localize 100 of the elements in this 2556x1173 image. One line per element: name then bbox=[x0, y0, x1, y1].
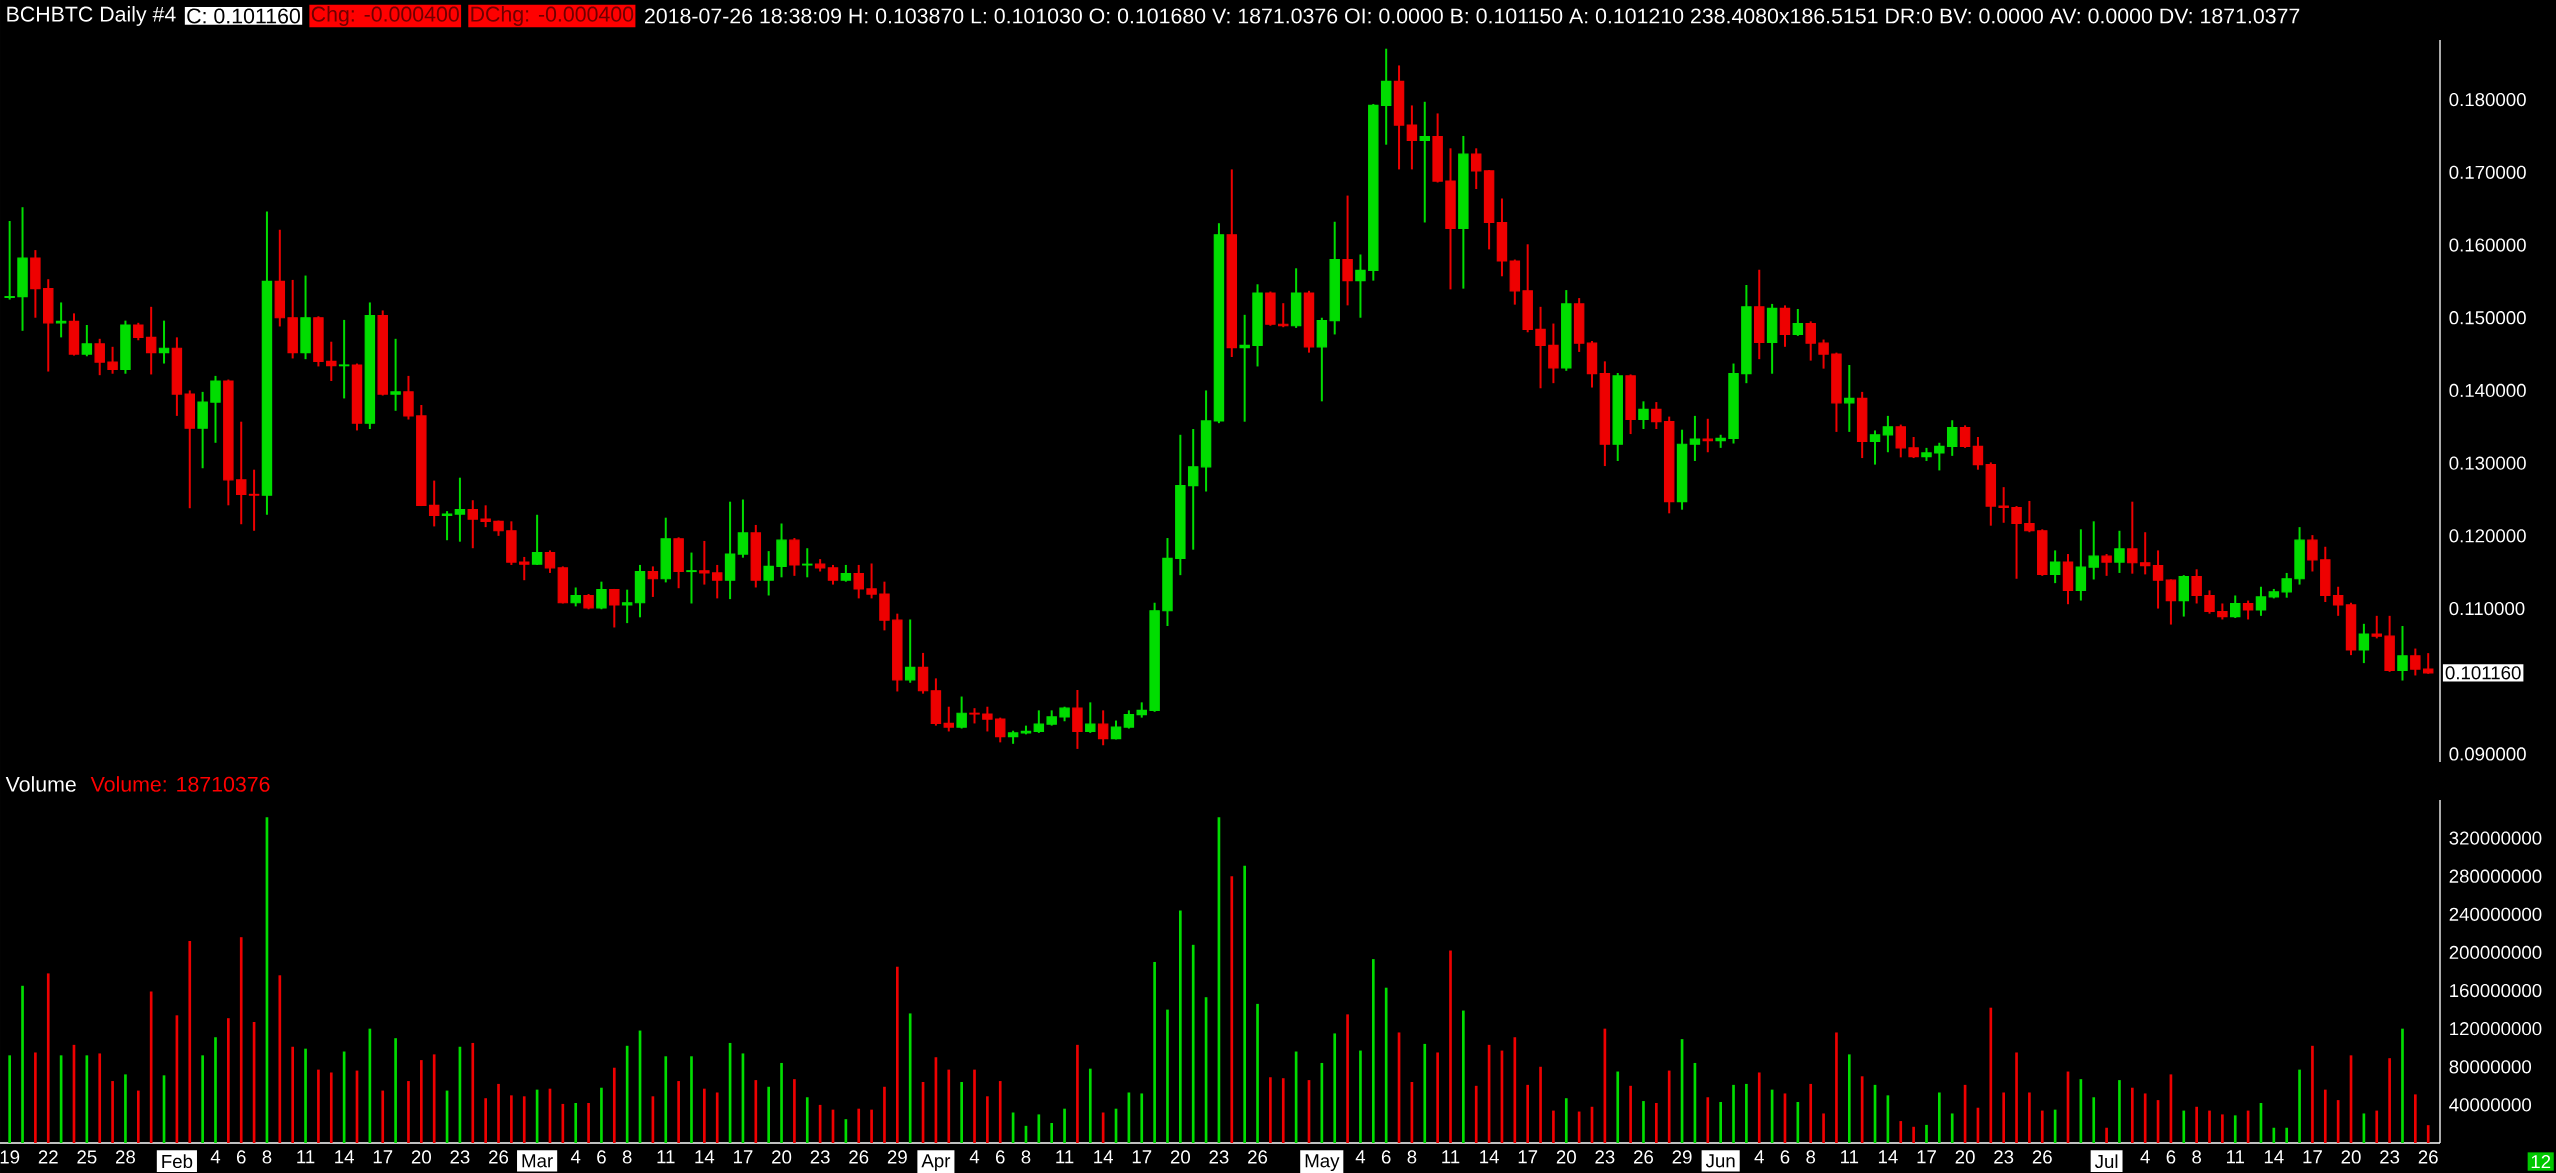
y-tick-label: 0.150000 bbox=[2449, 311, 2526, 325]
bar bbox=[587, 1102, 590, 1143]
bar bbox=[1809, 1083, 1813, 1143]
candlestick bbox=[1882, 414, 1894, 454]
text: Volume: 18710376 bbox=[90, 776, 270, 792]
y-tick-label: 0.120000 bbox=[2449, 529, 2526, 543]
bar bbox=[329, 1072, 333, 1143]
candlestick bbox=[1972, 435, 1984, 471]
bar bbox=[754, 1080, 758, 1143]
bar bbox=[612, 1067, 616, 1143]
x-tick-label: 26 bbox=[849, 1150, 869, 1164]
candlestick bbox=[1908, 435, 1919, 460]
candlestick bbox=[107, 345, 118, 375]
bar bbox=[201, 1055, 204, 1143]
bar bbox=[1899, 1121, 1903, 1143]
candlestick bbox=[2255, 585, 2267, 617]
candlestick bbox=[2114, 529, 2125, 574]
y-tick-label: 120000000 bbox=[2450, 1022, 2542, 1036]
x-tick-label: 19 bbox=[0, 1150, 20, 1164]
bar bbox=[1076, 1044, 1079, 1143]
x-tick-label: 6 bbox=[597, 1150, 606, 1164]
y-tick-label: 0.170000 bbox=[2449, 165, 2526, 179]
bar bbox=[1950, 1113, 1954, 1143]
candlestick bbox=[145, 305, 157, 376]
x-tick-label: 28 bbox=[116, 1150, 136, 1164]
candlestick bbox=[326, 340, 337, 382]
bar bbox=[805, 1097, 809, 1143]
y-tick-label: 160000000 bbox=[2450, 983, 2542, 998]
bar bbox=[510, 1095, 513, 1143]
x-tick-label: 11 bbox=[1841, 1150, 1859, 1164]
chart-title: BCHBTC Daily #4 bbox=[7, 6, 176, 26]
bar bbox=[793, 1079, 796, 1143]
bar bbox=[1462, 1010, 1465, 1143]
candlestick bbox=[1818, 338, 1829, 370]
candlestick bbox=[248, 468, 260, 532]
y-tick-label: 200000000 bbox=[2449, 945, 2542, 960]
x-tick-label: 14 bbox=[335, 1150, 354, 1164]
candlestick bbox=[1535, 305, 1546, 390]
x-tick-label: 23 bbox=[1595, 1150, 1615, 1164]
x-tick-label: 22 bbox=[38, 1150, 58, 1164]
candlestick bbox=[338, 318, 350, 400]
bar bbox=[1706, 1097, 1710, 1143]
bar bbox=[715, 1092, 719, 1143]
x-tick-label: 14 bbox=[695, 1150, 715, 1164]
candlestick bbox=[1934, 441, 1945, 472]
x-tick-label: 11 bbox=[657, 1150, 675, 1164]
candlestick bbox=[94, 337, 105, 377]
x-tick-label: 20 bbox=[2341, 1150, 2361, 1164]
candlestick bbox=[1895, 423, 1906, 459]
x-tick-label: 26 bbox=[2418, 1150, 2438, 1164]
bar bbox=[188, 941, 192, 1143]
bar bbox=[2311, 1045, 2314, 1143]
candlestick bbox=[699, 539, 710, 586]
bar bbox=[419, 1060, 423, 1143]
bar bbox=[2233, 1115, 2237, 1143]
bar bbox=[1153, 961, 1156, 1143]
bar bbox=[1243, 865, 1246, 1143]
candlestick bbox=[544, 549, 556, 574]
x-tick-label: Jun bbox=[1705, 1154, 1735, 1168]
x-tick-label: 14 bbox=[1480, 1150, 1499, 1164]
bar bbox=[780, 1062, 783, 1143]
y-tick-label: 0.140000 bbox=[2449, 383, 2526, 398]
bar bbox=[2105, 1127, 2108, 1143]
x-tick-label: 11 bbox=[297, 1150, 315, 1164]
x-tick-label: 26 bbox=[1634, 1150, 1654, 1164]
bar bbox=[46, 973, 50, 1143]
x-tick-label: 6 bbox=[995, 1150, 1005, 1164]
candlestick bbox=[467, 499, 479, 550]
bar bbox=[1359, 1050, 1362, 1143]
candlestick bbox=[1380, 47, 1392, 146]
bar bbox=[883, 1086, 886, 1143]
candlestick bbox=[2075, 528, 2087, 602]
candlestick bbox=[1419, 100, 1430, 224]
x-tick-label: 4 bbox=[1355, 1150, 1366, 1164]
bar bbox=[1333, 1033, 1337, 1143]
bar bbox=[8, 1055, 11, 1143]
bar bbox=[2028, 1092, 2031, 1143]
candlestick bbox=[802, 547, 813, 579]
bar bbox=[214, 1037, 217, 1143]
candlestick bbox=[2358, 622, 2370, 665]
bar bbox=[1179, 910, 1182, 1143]
candlestick bbox=[917, 651, 929, 695]
candlestick bbox=[1085, 701, 1096, 734]
x-tick-label: 17 bbox=[2303, 1150, 2322, 1164]
x-tick-label: 26 bbox=[2032, 1150, 2052, 1164]
candlestick bbox=[441, 510, 453, 542]
x-tick-label: 25 bbox=[77, 1150, 97, 1164]
candlestick bbox=[1239, 313, 1250, 423]
x-tick-label: 8 bbox=[1407, 1150, 1417, 1164]
candlestick bbox=[2422, 652, 2434, 675]
x-tick-label: Feb bbox=[162, 1154, 193, 1169]
bar bbox=[317, 1069, 320, 1143]
bar bbox=[1564, 1098, 1568, 1143]
candlestick bbox=[1355, 253, 1366, 319]
bar bbox=[1526, 1084, 1530, 1143]
bar bbox=[2401, 1028, 2404, 1143]
bar bbox=[600, 1087, 603, 1143]
y-tick-label: 0.090000 bbox=[2449, 747, 2526, 761]
y-tick-label: 0.130000 bbox=[2449, 456, 2526, 470]
bar bbox=[960, 1082, 963, 1143]
